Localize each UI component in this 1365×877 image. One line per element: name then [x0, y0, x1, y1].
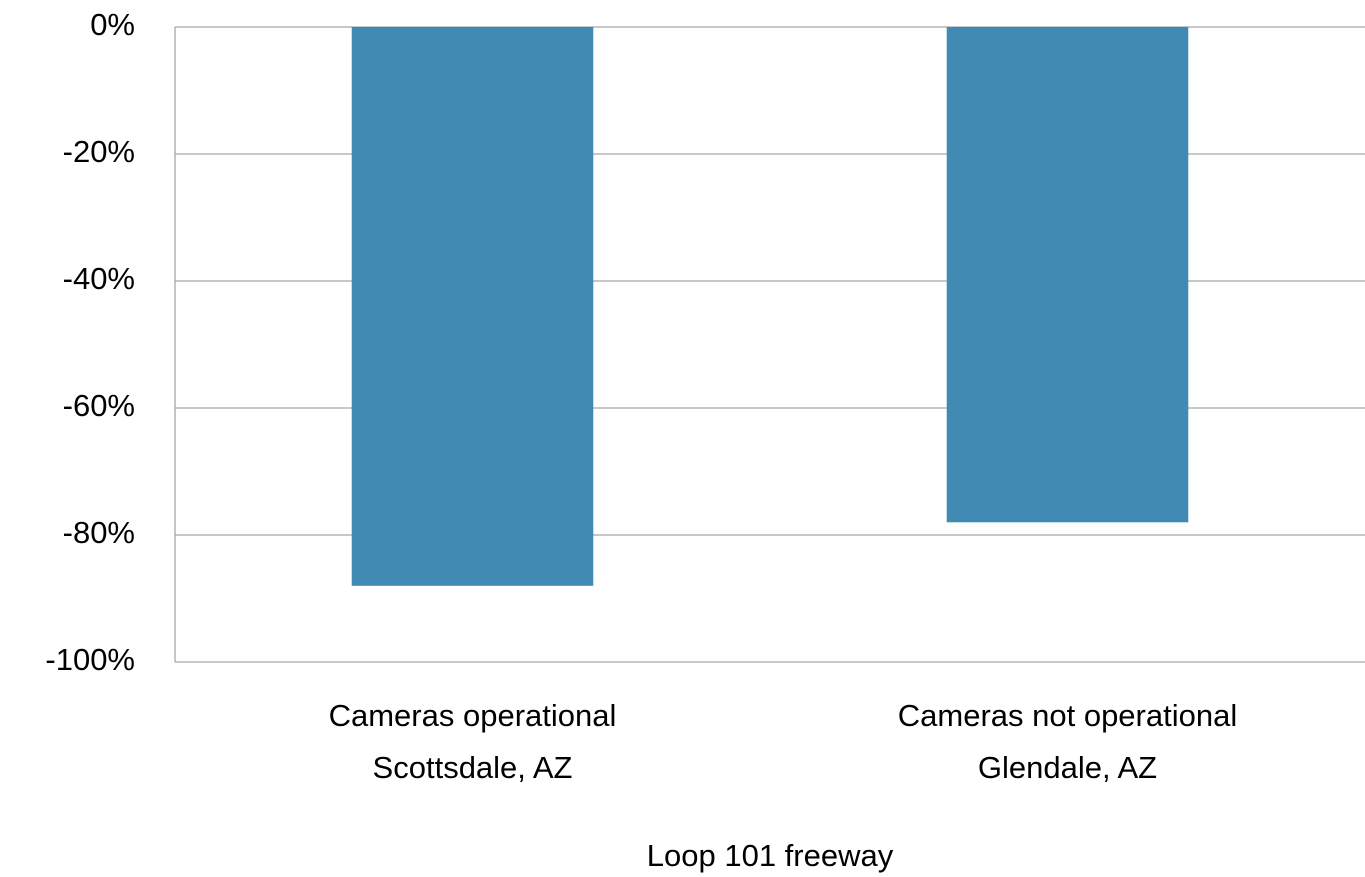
x-tick-label: Cameras operational	[329, 698, 617, 733]
y-tick-label: -60%	[63, 388, 135, 423]
x-tick-label: Cameras not operational	[898, 698, 1237, 733]
y-tick-label: 0%	[90, 7, 135, 42]
y-tick-label: -40%	[63, 261, 135, 296]
bar	[946, 27, 1189, 523]
y-tick-label: -80%	[63, 515, 135, 550]
bar	[351, 27, 594, 586]
x-tick-label: Glendale, AZ	[978, 750, 1157, 785]
x-tick-label: Scottsdale, AZ	[373, 750, 573, 785]
y-tick-label: -100%	[45, 642, 135, 677]
y-tick-label: -20%	[63, 134, 135, 169]
x-axis-label: Loop 101 freeway	[647, 838, 894, 873]
